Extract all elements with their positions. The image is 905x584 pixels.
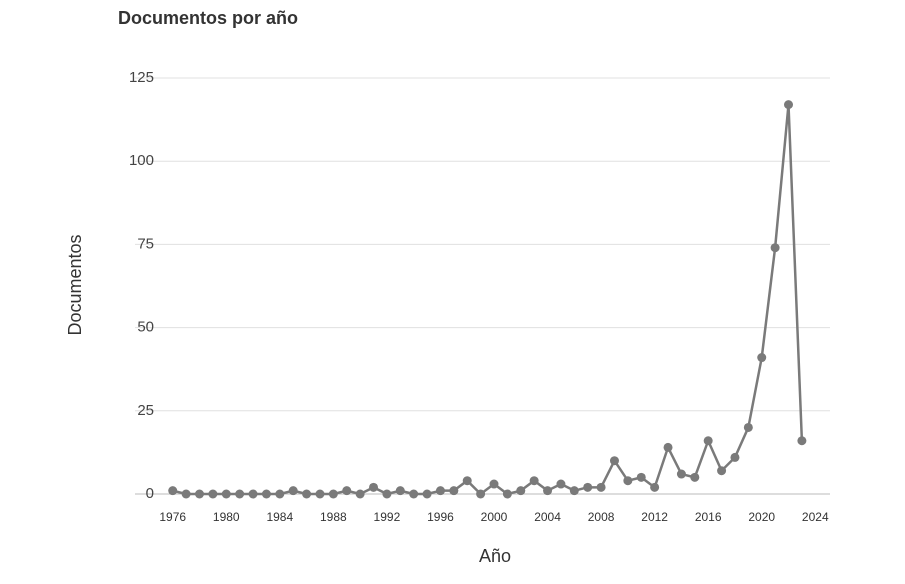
data-point [422, 489, 432, 499]
x-tick-label: 2016 [695, 510, 722, 524]
data-point [770, 243, 780, 253]
data-point [168, 486, 178, 496]
data-point [529, 476, 539, 486]
data-point [221, 489, 231, 499]
data-point [288, 486, 298, 496]
x-tick-label: 2008 [588, 510, 615, 524]
chart-title: Documentos por año [118, 8, 298, 28]
data-point [181, 489, 191, 499]
data-point [235, 489, 245, 499]
data-point [516, 486, 526, 496]
data-point [663, 442, 673, 452]
y-tick-label: 0 [146, 485, 154, 502]
data-point [543, 486, 553, 496]
x-tick-label: 1976 [159, 510, 186, 524]
data-point [676, 469, 686, 479]
x-tick-label: 2024 [802, 510, 829, 524]
y-tick-label: 75 [137, 235, 154, 252]
data-point [556, 479, 566, 489]
y-tick-label: 125 [129, 69, 154, 86]
data-point [382, 489, 392, 499]
data-point [636, 472, 646, 482]
data-point [462, 476, 472, 486]
data-point [248, 489, 258, 499]
x-tick-label: 1996 [427, 510, 454, 524]
x-tick-label: 1992 [374, 510, 401, 524]
data-point [703, 436, 713, 446]
y-tick-label: 50 [137, 319, 154, 336]
data-point [342, 486, 352, 496]
data-point [596, 482, 606, 492]
data-point [395, 486, 405, 496]
y-tick-label: 25 [137, 402, 154, 419]
data-point [449, 486, 459, 496]
x-tick-label: 1980 [213, 510, 240, 524]
x-axis-label: Año [479, 546, 511, 566]
data-point [797, 436, 807, 446]
y-tick-label: 100 [129, 152, 154, 169]
data-point [489, 479, 499, 489]
x-tick-label: 1984 [266, 510, 293, 524]
data-point [583, 482, 593, 492]
data-point [757, 353, 767, 363]
data-point [609, 456, 619, 466]
data-point [328, 489, 338, 499]
data-point [476, 489, 486, 499]
y-axis-label: Documentos [65, 234, 85, 335]
data-point [261, 489, 271, 499]
data-point [302, 489, 312, 499]
data-point [355, 489, 365, 499]
data-point [784, 100, 794, 110]
data-point [409, 489, 419, 499]
x-tick-label: 2004 [534, 510, 561, 524]
data-point [690, 472, 700, 482]
data-point [369, 482, 379, 492]
data-point [743, 422, 753, 432]
data-point [623, 476, 633, 486]
data-point [717, 466, 727, 476]
data-point [275, 489, 285, 499]
data-point [730, 452, 740, 462]
data-point [208, 489, 218, 499]
data-point [502, 489, 512, 499]
data-point [194, 489, 204, 499]
data-line [172, 103, 804, 496]
x-tick-label: 2000 [481, 510, 508, 524]
x-tick-label: 2012 [641, 510, 668, 524]
data-point [315, 489, 325, 499]
data-point [650, 482, 660, 492]
data-point [569, 486, 579, 496]
x-tick-label: 2020 [748, 510, 775, 524]
data-point [435, 486, 445, 496]
x-tick-label: 1988 [320, 510, 347, 524]
